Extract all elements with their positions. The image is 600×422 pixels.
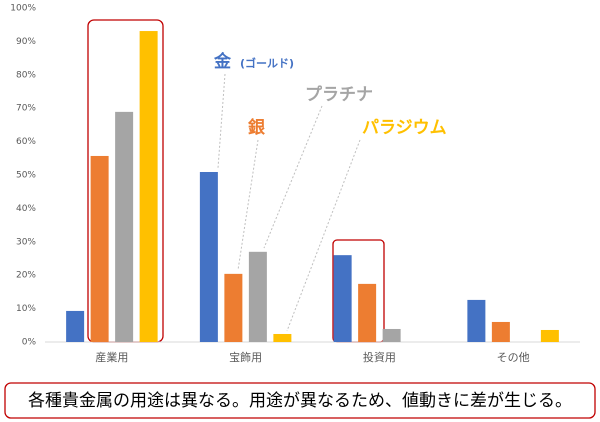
legend-label: 金 [213, 51, 232, 72]
bar [199, 171, 218, 342]
bar [273, 333, 292, 342]
bar [139, 31, 158, 343]
bar [248, 251, 267, 342]
y-tick-label: 10% [16, 304, 36, 314]
bar [358, 283, 377, 342]
leader-line [263, 105, 323, 249]
bar [491, 321, 510, 342]
leader-lines [217, 73, 361, 332]
annotation: (ゴールド) [240, 56, 294, 70]
legend-label: パラジウム [362, 118, 447, 138]
leader-line [217, 73, 226, 169]
y-tick-label: 20% [16, 271, 36, 281]
leader-line [237, 139, 259, 271]
caption: 各種貴金属の用途は異なる。用途が異なるため、値動きに差が生じる。 [28, 391, 572, 411]
bar [224, 273, 243, 342]
y-tick-label: 40% [16, 204, 36, 214]
y-tick-label: 80% [16, 70, 36, 80]
bar [467, 299, 486, 342]
bar [90, 155, 109, 342]
y-tick-label: 60% [16, 137, 36, 147]
bar [382, 328, 401, 342]
x-tick-label: 産業用 [95, 351, 128, 364]
legend-label: プラチナ [305, 84, 373, 105]
x-tick-label: 宝飾用 [229, 350, 262, 364]
caption-box [4, 382, 596, 419]
bar [333, 255, 352, 342]
bar [540, 329, 559, 342]
y-tick-label: 90% [16, 37, 36, 47]
y-tick-label: 100% [10, 4, 36, 14]
y-tick-label: 30% [16, 237, 36, 247]
legend-label: 銀 [248, 117, 265, 138]
y-tick-label: 70% [16, 104, 36, 114]
y-tick-label: 0% [22, 338, 37, 348]
x-tick-label: その他 [497, 351, 530, 364]
x-tick-label: 投資用 [363, 350, 396, 364]
bar [115, 111, 134, 343]
bar [66, 310, 85, 342]
y-tick-label: 50% [16, 171, 36, 181]
